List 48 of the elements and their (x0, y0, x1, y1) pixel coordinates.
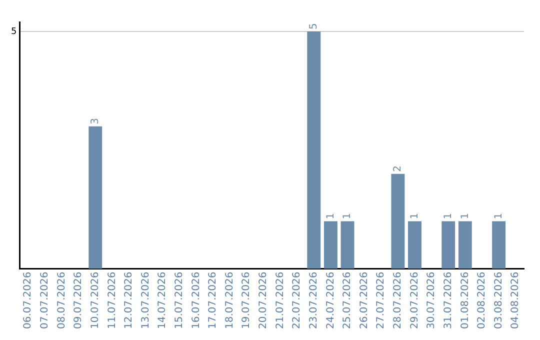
x-tick-label: 04.08.2026 (510, 272, 522, 330)
data-label: 1 (442, 212, 454, 220)
x-tick-label: 03.08.2026 (493, 272, 504, 330)
x-tick-label: 21.07.2026 (274, 272, 286, 330)
data-label: 1 (325, 212, 336, 220)
x-tick-label: 09.07.2026 (73, 272, 84, 330)
x-tick-label: 27.07.2026 (376, 272, 387, 330)
bar (442, 221, 456, 269)
bar (391, 174, 405, 269)
x-tick-label: 30.07.2026 (426, 272, 438, 330)
x-tick-label: 25.07.2026 (342, 272, 354, 330)
x-tick-label: 06.07.2026 (22, 272, 34, 330)
x-tick-label: 29.07.2026 (409, 272, 420, 330)
bar (307, 31, 321, 269)
data-label: 3 (90, 118, 101, 124)
data-label: 1 (409, 212, 420, 220)
x-tick-label: 15.07.2026 (174, 272, 186, 330)
x-tick-label: 08.07.2026 (56, 272, 68, 330)
x-tick-label: 01.08.2026 (460, 272, 471, 330)
bar (340, 221, 354, 269)
data-label: 5 (308, 23, 320, 30)
x-tick-label: 28.07.2026 (392, 272, 404, 330)
bar (88, 126, 102, 269)
x-tick-label: 10.07.2026 (90, 272, 101, 330)
x-tick-label: 02.08.2026 (476, 272, 488, 330)
bar (492, 221, 506, 269)
x-tick-label: 20.07.2026 (258, 272, 270, 330)
data-label: 1 (460, 212, 471, 220)
data-label: 1 (342, 212, 354, 220)
x-tick-label: 14.07.2026 (157, 272, 168, 330)
x-tick-label: 13.07.2026 (140, 272, 152, 330)
x-tick-label: 19.07.2026 (241, 272, 252, 330)
bar (458, 221, 472, 269)
bar (324, 221, 338, 269)
x-tick-label: 24.07.2026 (325, 272, 336, 330)
x-tick-label: 17.07.2026 (208, 272, 219, 330)
x-tick-label: 26.07.2026 (358, 272, 370, 330)
x-tick-label: 23.07.2026 (308, 272, 320, 330)
data-label: 2 (392, 165, 404, 172)
data-label: 1 (493, 212, 504, 220)
x-tick-label: 31.07.2026 (442, 272, 454, 330)
x-tick-label: 16.07.2026 (190, 272, 202, 330)
x-tick-label: 11.07.2026 (106, 272, 118, 330)
x-tick-label: 22.07.2026 (292, 272, 303, 330)
x-tick-label: 07.07.2026 (40, 272, 51, 330)
x-tick-label: 12.07.2026 (124, 272, 135, 330)
bar (408, 221, 422, 269)
x-tick-label: 18.07.2026 (224, 272, 236, 330)
